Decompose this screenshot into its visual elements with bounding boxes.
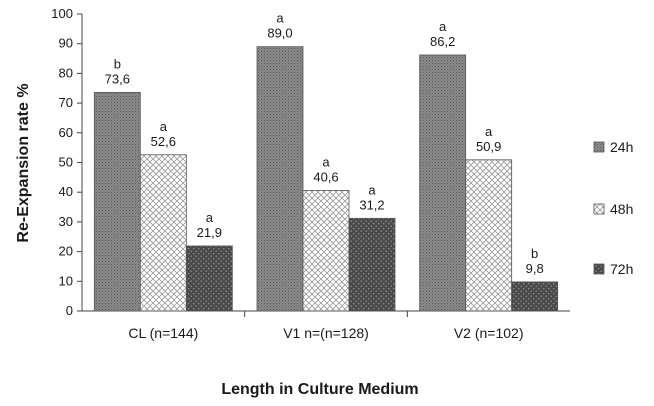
legend-label: 72h [610,261,633,277]
bar [93,92,141,312]
y-axis-label: Re-Expansion rate % [15,83,32,242]
x-axis-label: Length in Culture Medium [221,381,418,398]
data-label: 52,6 [151,134,176,149]
y-tick-label: 10 [59,273,73,288]
legend-label: 48h [610,201,633,217]
y-tick-label: 0 [66,303,73,318]
significance-letter: b [114,56,121,71]
bar [511,281,559,312]
legend: 24h 48h 72h [593,139,633,277]
x-axis: CL (n=144) V1 n=(n=128) V2 (n=102) [82,310,570,341]
legend-swatch [593,141,605,153]
significance-letter: a [206,210,214,225]
significance-letter: a [276,11,284,26]
y-tick-label: 40 [59,184,73,199]
bar [139,154,187,312]
significance-letter: b [531,246,538,261]
significance-letter: a [160,119,168,134]
significance-letter: a [322,154,330,169]
y-tick-label: 60 [59,125,73,140]
data-label: 21,9 [197,225,222,240]
y-tick-label: 90 [59,36,73,51]
y-tick-label: 80 [59,65,73,80]
significance-letter: a [368,182,376,197]
legend-swatch [593,203,605,215]
x-tick-label: V1 n=(n=128) [283,325,369,341]
y-tick-label: 100 [51,6,73,21]
bar [256,46,304,312]
legend-label: 24h [610,139,633,155]
bar [465,159,513,312]
data-label: 40,6 [313,169,338,184]
bar [348,217,396,312]
data-label: 9,8 [526,261,544,276]
bar [185,245,233,312]
significance-letter: a [439,19,447,34]
y-tick-label: 30 [59,214,73,229]
y-tick-label: 50 [59,155,73,170]
x-tick-label: CL (n=144) [128,325,198,341]
x-tick-label: V2 (n=102) [454,325,524,341]
significance-letter: a [485,124,493,139]
y-tick-label: 20 [59,244,73,259]
data-label: 86,2 [430,34,455,49]
data-label: 89,0 [267,26,292,41]
bars: 73,6b52,6a21,9a89,0a40,6a31,2a86,2a50,9a… [93,11,559,312]
y-axis: 0 10 20 30 40 50 60 70 80 90 100 [51,6,83,318]
bar [302,190,350,312]
data-label: 73,6 [105,71,130,86]
legend-swatch [593,263,605,275]
y-tick-label: 70 [59,95,73,110]
bar [419,54,467,312]
data-label: 31,2 [359,197,384,212]
data-label: 50,9 [476,139,501,154]
